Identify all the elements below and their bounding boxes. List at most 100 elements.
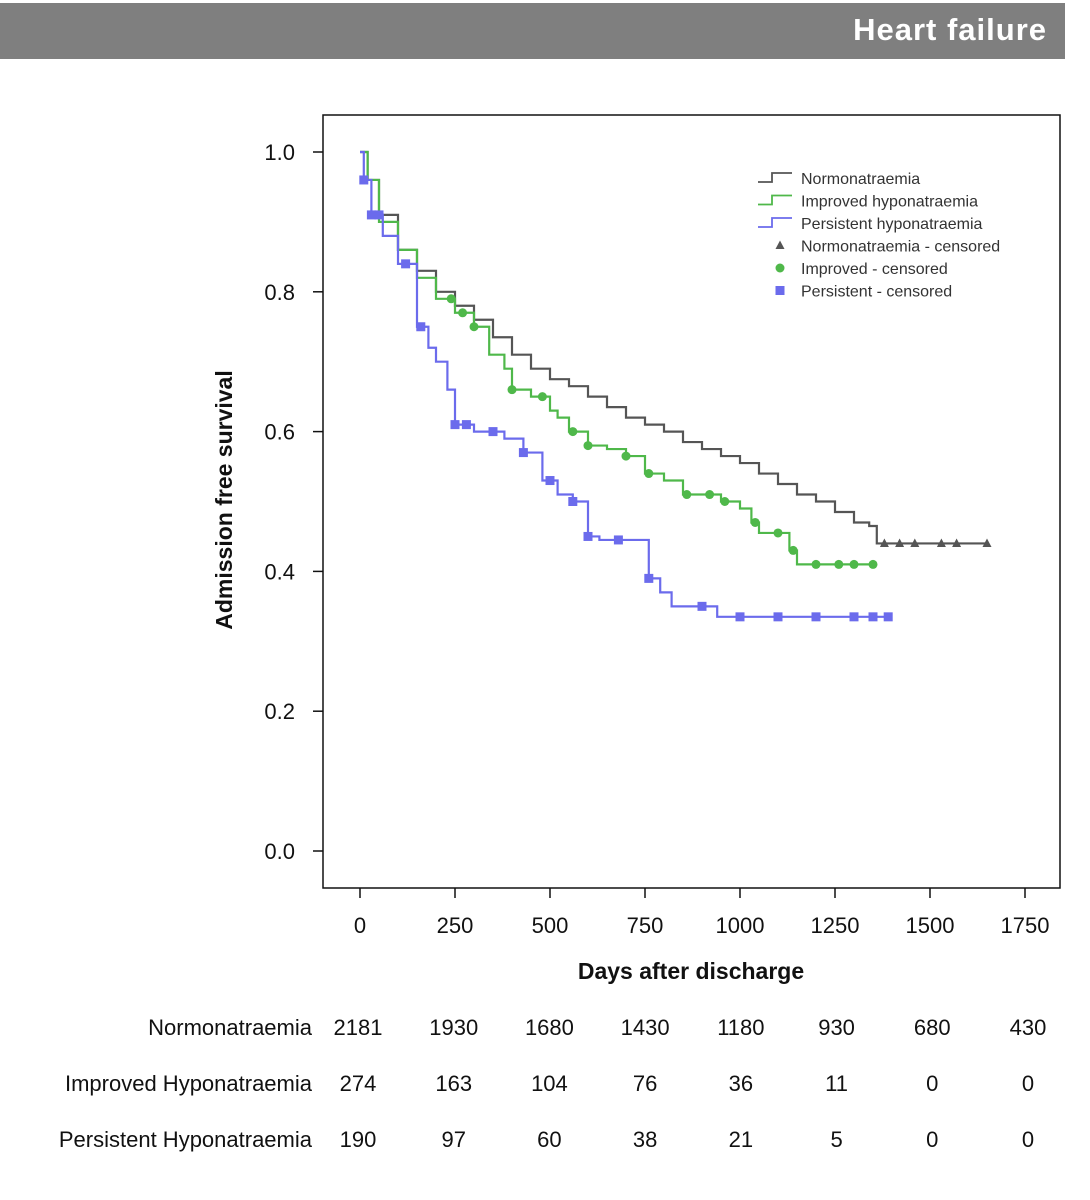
risk-value: 1930 xyxy=(429,1015,478,1040)
legend-label: Improved - censored xyxy=(801,261,948,278)
censor-mark xyxy=(910,538,920,547)
risk-value: 2181 xyxy=(334,1015,383,1040)
censor-mark xyxy=(697,601,707,611)
series-1 xyxy=(360,150,992,547)
risk-value: 930 xyxy=(818,1015,855,1040)
censor-mark xyxy=(359,175,369,185)
risk-row-name: Persistent Hyponatraemia xyxy=(59,1127,313,1152)
legend-label: Persistent hyponatraemia xyxy=(801,216,983,233)
legend-label: Normonatraemia xyxy=(801,171,920,188)
legend-marker-key xyxy=(775,286,785,295)
censor-mark xyxy=(849,612,859,622)
legend-line-key xyxy=(758,194,792,206)
y-tick-label: 0.2 xyxy=(264,699,295,724)
x-tick-label: 500 xyxy=(532,913,569,938)
x-tick-label: 1500 xyxy=(906,913,955,938)
censor-mark xyxy=(446,294,456,304)
y-tick-label: 0.8 xyxy=(264,280,295,305)
censor-mark xyxy=(469,322,479,332)
banner: Heart failure xyxy=(0,3,1065,59)
censor-mark xyxy=(982,538,992,547)
risk-value: 163 xyxy=(435,1071,472,1096)
censor-mark xyxy=(735,612,745,622)
risk-value: 60 xyxy=(537,1127,561,1152)
risk-value: 274 xyxy=(340,1071,377,1096)
risk-value: 430 xyxy=(1010,1015,1047,1040)
censor-mark xyxy=(750,517,760,527)
censor-mark xyxy=(568,427,578,437)
censor-mark xyxy=(788,545,798,555)
legend-marker-key xyxy=(775,240,785,249)
censor-mark xyxy=(488,427,498,437)
censor-mark xyxy=(568,497,578,506)
banner-title: Heart failure xyxy=(853,12,1047,47)
censor-mark xyxy=(849,559,859,569)
risk-value: 21 xyxy=(729,1127,753,1152)
censor-mark xyxy=(374,210,384,220)
censor-mark xyxy=(366,210,376,220)
risk-value: 0 xyxy=(926,1071,938,1096)
risk-value: 680 xyxy=(914,1015,951,1040)
censor-mark xyxy=(879,538,889,547)
censor-mark xyxy=(401,259,411,269)
censor-mark xyxy=(416,322,426,332)
x-tick-label: 1750 xyxy=(1001,913,1050,938)
risk-value: 190 xyxy=(340,1127,377,1152)
risk-value: 1680 xyxy=(525,1015,574,1040)
censor-mark xyxy=(895,538,905,547)
legend-marker-key xyxy=(775,263,785,273)
legend-line-key xyxy=(758,172,792,183)
censor-mark xyxy=(545,476,555,486)
x-tick-label: 1000 xyxy=(716,913,765,938)
censor-mark xyxy=(868,559,878,569)
censor-mark xyxy=(705,490,715,500)
risk-value: 97 xyxy=(441,1127,465,1152)
censor-mark xyxy=(644,573,654,583)
censor-mark xyxy=(773,528,783,538)
risk-value: 5 xyxy=(830,1127,842,1152)
x-tick-label: 750 xyxy=(627,913,664,938)
y-tick-label: 0.0 xyxy=(264,839,295,864)
censor-mark xyxy=(868,612,878,622)
y-tick-label: 0.4 xyxy=(264,559,295,584)
censor-mark xyxy=(450,420,460,430)
censor-mark xyxy=(583,531,593,541)
x-axis-label: Days after discharge xyxy=(578,958,804,984)
risk-value: 1430 xyxy=(621,1015,670,1040)
series-3 xyxy=(359,150,893,622)
censor-mark xyxy=(461,420,471,430)
legend-label: Improved hyponatraemia xyxy=(801,194,978,211)
plot-frame xyxy=(322,114,1061,889)
x-tick-label: 0 xyxy=(354,913,366,938)
censor-mark xyxy=(644,469,654,479)
series-line xyxy=(360,150,873,566)
censor-mark xyxy=(621,451,631,461)
censor-mark xyxy=(936,538,946,547)
censor-mark xyxy=(613,535,623,545)
risk-value: 38 xyxy=(633,1127,657,1152)
y-tick-label: 0.6 xyxy=(264,420,295,445)
censor-mark xyxy=(537,392,547,402)
risk-row-name: Improved Hyponatraemia xyxy=(65,1071,313,1096)
series-line xyxy=(360,150,889,618)
censor-mark xyxy=(583,441,593,451)
series-2 xyxy=(360,150,878,569)
censor-mark xyxy=(507,385,517,395)
risk-value: 1180 xyxy=(717,1015,764,1040)
risk-value: 0 xyxy=(926,1127,938,1152)
risk-value: 0 xyxy=(1022,1071,1034,1096)
legend-label: Normonatraemia - censored xyxy=(801,239,1000,256)
risk-value: 36 xyxy=(729,1071,753,1096)
legend-line-key xyxy=(758,217,792,228)
series-line xyxy=(360,150,987,545)
censor-mark xyxy=(811,612,821,622)
censor-mark xyxy=(883,612,893,622)
risk-value: 0 xyxy=(1022,1127,1034,1152)
y-axis-label: Admission free survival xyxy=(211,370,237,630)
y-tick-label: 1.0 xyxy=(264,140,295,165)
censor-mark xyxy=(834,559,844,569)
censor-mark xyxy=(720,497,730,506)
legend-label: Persistent - censored xyxy=(801,284,952,301)
risk-value: 11 xyxy=(825,1071,848,1096)
